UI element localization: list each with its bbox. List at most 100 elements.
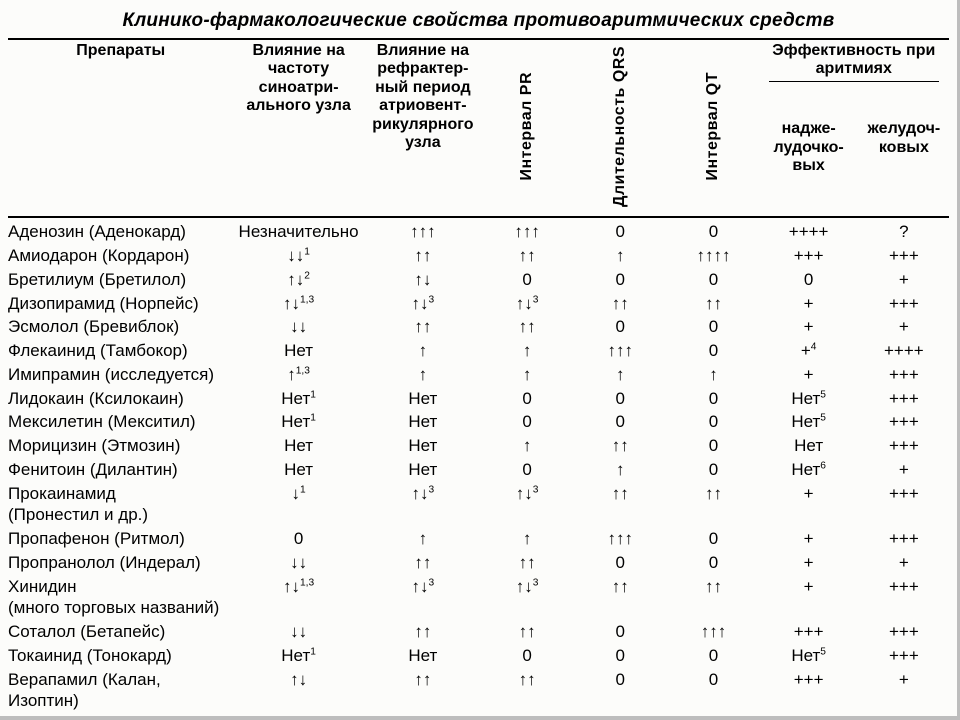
cell-av: ↑↓3	[364, 482, 482, 528]
cell-sup: 0	[759, 268, 859, 292]
col-sa-rate: Влияние на частоту синоатри­ального узла	[233, 39, 363, 217]
cell-sup: +++	[759, 620, 859, 644]
cell-ven: +++	[859, 575, 949, 621]
table-row: Амиодарон (Кордарон)↓↓1↑↑↑↑↑↑↑↑↑++++++	[8, 244, 949, 268]
cell-qt: 0	[668, 434, 758, 458]
cell-qrs: 0	[572, 217, 668, 244]
cell-drug: Пропафенон (Ритмол)	[8, 527, 233, 551]
cell-qrs: ↑↑	[572, 482, 668, 528]
cell-sa: ↑↓1,3	[233, 292, 363, 316]
cell-qt: 0	[668, 668, 758, 714]
table-row: Лидокаин (Ксилокаин)Нет1Нет000Нет5+++	[8, 387, 949, 411]
col-eff-vent: желу­доч­ковых	[859, 118, 949, 217]
cell-pr: 0	[482, 644, 572, 668]
cell-qt: ↑	[668, 363, 758, 387]
cell-av: ↑↑↑	[364, 217, 482, 244]
col-eff-supra: надже­лудочко­вых	[759, 118, 859, 217]
cell-drug: Прокаинамид(Пронестил и др.)	[8, 482, 233, 528]
cell-sa: Нет	[233, 339, 363, 363]
cell-sup: +	[759, 482, 859, 528]
cell-qt: ↑↑	[668, 292, 758, 316]
cell-pr: ↑	[482, 339, 572, 363]
table-row: Флекаинид (Тамбокор)Нет↑↑↑↑↑0+4++++	[8, 339, 949, 363]
cell-sa: ↓1	[233, 482, 363, 528]
cell-sa: ↓↓	[233, 315, 363, 339]
cell-sa: Нет1	[233, 387, 363, 411]
cell-av: ↑↑	[364, 315, 482, 339]
cell-pr: ↑↑	[482, 551, 572, 575]
cell-qt: 0	[668, 315, 758, 339]
cell-qrs: 0	[572, 268, 668, 292]
cell-sup: +	[759, 527, 859, 551]
cell-drug: Лидокаин (Ксилокаин)	[8, 387, 233, 411]
cell-qt: 0	[668, 410, 758, 434]
cell-ven: +	[859, 551, 949, 575]
cell-drug: Верапамил (Калан, Изоптин)	[8, 668, 233, 714]
cell-sa: ↑1,3	[233, 363, 363, 387]
cell-qrs: 0	[572, 644, 668, 668]
table-row: Дизопирамид (Норпейс)↑↓1,3↑↓3↑↓3↑↑↑↑++++	[8, 292, 949, 316]
cell-qrs: 0	[572, 668, 668, 714]
table-row: Прокаинамид(Пронестил и др.)↓1↑↓3↑↓3↑↑↑↑…	[8, 482, 949, 528]
cell-av: ↑↑	[364, 620, 482, 644]
cell-av: ↑↑	[364, 244, 482, 268]
cell-drug: Дизопирамид (Норпейс)	[8, 292, 233, 316]
cell-qrs: ↑	[572, 244, 668, 268]
cell-ven: +++	[859, 620, 949, 644]
cell-sup: Нет5	[759, 410, 859, 434]
cell-qt: 0	[668, 217, 758, 244]
cell-ven: +++	[859, 410, 949, 434]
table-row: Верапамил (Калан, Изоптин)↑↓↑↑↑↑00++++	[8, 668, 949, 714]
cell-av: ↑↓3	[364, 292, 482, 316]
cell-sup: +4	[759, 339, 859, 363]
table-row: Имипрамин (исследуется)↑1,3↑↑↑↑++++	[8, 363, 949, 387]
cell-qrs: 0	[572, 410, 668, 434]
cell-qrs: 0	[572, 315, 668, 339]
cell-pr: ↑↑	[482, 244, 572, 268]
cell-sup: +++	[759, 668, 859, 714]
cell-sup: Нет5	[759, 644, 859, 668]
cell-sa: ↓↓1	[233, 244, 363, 268]
cell-ven: ++++	[859, 339, 949, 363]
table-row: Эсмолол (Бревиблок)↓↓↑↑↑↑00++	[8, 315, 949, 339]
cell-av: Нет	[364, 410, 482, 434]
cell-sa: ↑↓1,3	[233, 575, 363, 621]
cell-qt: 0	[668, 339, 758, 363]
cell-ven: +++	[859, 292, 949, 316]
table-row: Аденозин (Аденокард)Незначительно↑↑↑↑↑↑0…	[8, 217, 949, 244]
col-av-refractory: Влияние на рефрактер­ный период атриовен…	[364, 39, 482, 217]
cell-qrs: ↑	[572, 363, 668, 387]
cell-sa: ↓↓	[233, 551, 363, 575]
table-row: Мексилетин (Мекситил)Нет1Нет000Нет5+++	[8, 410, 949, 434]
cell-drug: Флекаинид (Тамбокор)	[8, 339, 233, 363]
table-row: Пропафенон (Ритмол)0↑↑↑↑↑0++++	[8, 527, 949, 551]
pharma-table: Препараты Влияние на частоту синоатри­ал…	[8, 38, 949, 713]
cell-ven: +	[859, 458, 949, 482]
cell-sup: +	[759, 292, 859, 316]
cell-qt: 0	[668, 387, 758, 411]
table-title: Клинико-фармакологические свойства проти…	[8, 6, 949, 38]
table-row: Бретилиум (Бретилол)↑↓2↑↓0000+	[8, 268, 949, 292]
table-row: Фенитоин (Дилантин)НетНет0↑0Нет6+	[8, 458, 949, 482]
cell-drug: Бретилиум (Бретилол)	[8, 268, 233, 292]
cell-pr: ↑↑	[482, 315, 572, 339]
cell-qrs: ↑	[572, 458, 668, 482]
cell-sa: ↑↓	[233, 668, 363, 714]
cell-av: ↑↓	[364, 268, 482, 292]
cell-qt: ↑↑↑	[668, 620, 758, 644]
cell-ven: +++	[859, 244, 949, 268]
cell-pr: ↑	[482, 527, 572, 551]
cell-qt: ↑↑↑↑	[668, 244, 758, 268]
cell-av: Нет	[364, 434, 482, 458]
table-row: Токаинид (Тонокард)Нет1Нет000Нет5+++	[8, 644, 949, 668]
table-row: Пропранолол (Индерал)↓↓↑↑↑↑00++	[8, 551, 949, 575]
cell-sa: 0	[233, 527, 363, 551]
cell-drug: Имипрамин (исследуется)	[8, 363, 233, 387]
cell-qrs: ↑↑↑	[572, 339, 668, 363]
cell-sup: +	[759, 315, 859, 339]
cell-ven: +++	[859, 482, 949, 528]
cell-drug: Морицизин (Этмозин)	[8, 434, 233, 458]
cell-qt: ↑↑	[668, 482, 758, 528]
cell-pr: 0	[482, 387, 572, 411]
cell-av: ↑↑	[364, 551, 482, 575]
